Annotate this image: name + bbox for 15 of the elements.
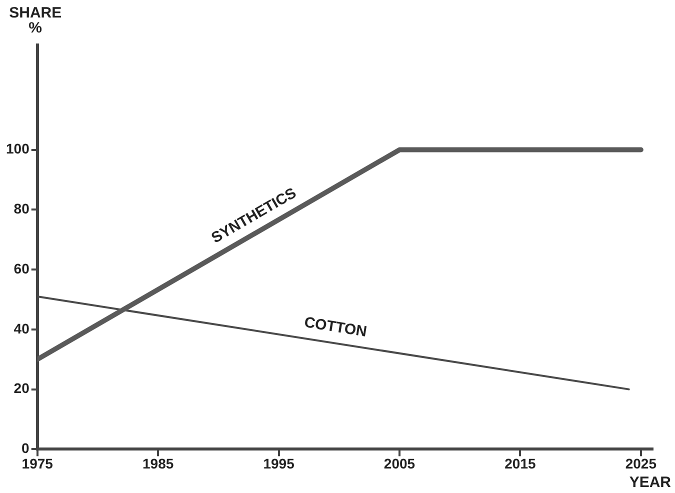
y-axis-title: SHARE % (9, 4, 62, 37)
x-tick-label: 2025 (625, 455, 657, 472)
x-tick-label: 1975 (22, 455, 54, 472)
y-tick-label: 20 (14, 380, 30, 396)
y-tick-label: 40 (14, 320, 30, 336)
x-tick-label: 1985 (142, 455, 174, 472)
x-tick-label: 1995 (263, 455, 295, 472)
y-tick-label: 0 (22, 440, 30, 456)
y-tick-label: 60 (14, 260, 30, 276)
x-tick-label: 2005 (384, 455, 416, 472)
y-tick-label: 100 (6, 140, 30, 157)
text: COTTON (303, 314, 368, 341)
y-tick-label: 80 (14, 200, 30, 217)
x-tick-label: 2015 (504, 455, 536, 472)
x-axis-title: YEAR (629, 474, 672, 491)
